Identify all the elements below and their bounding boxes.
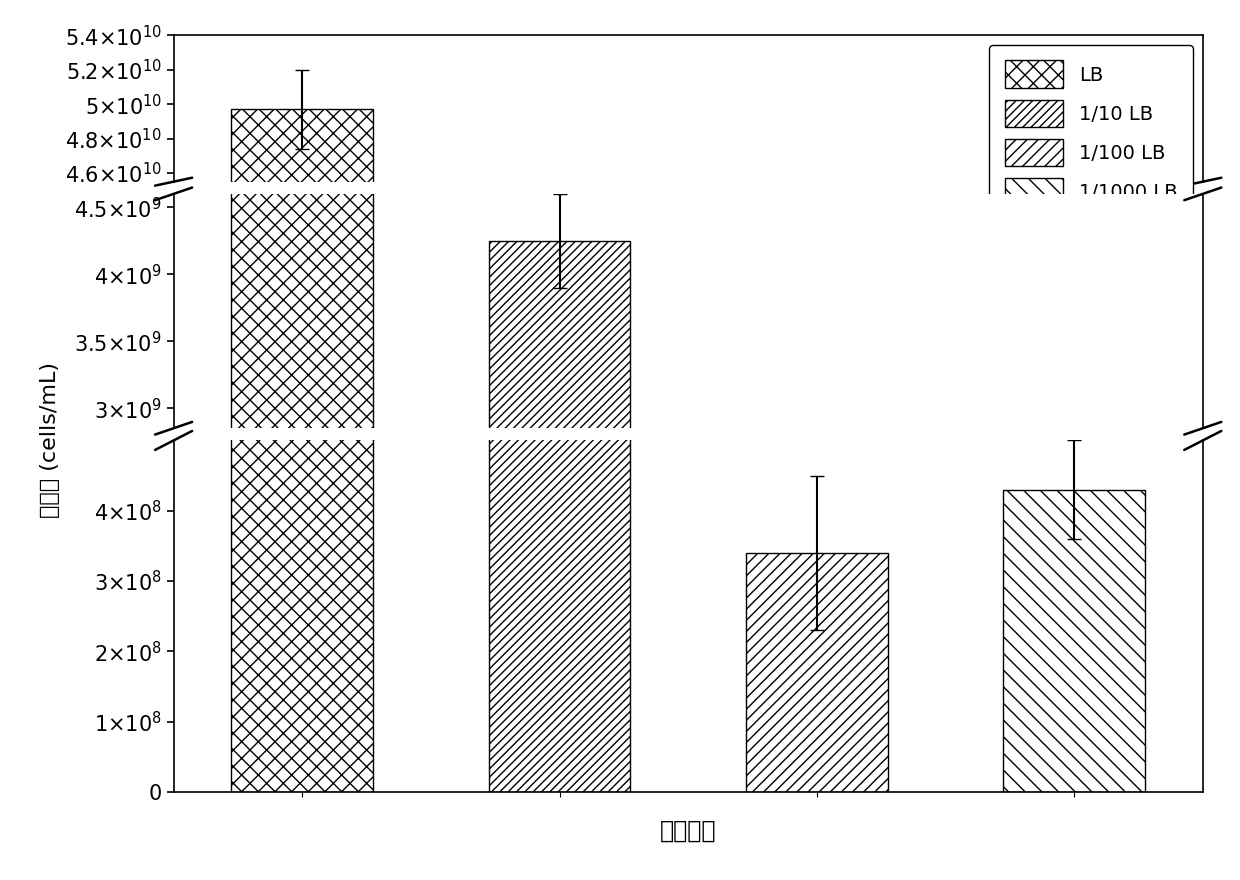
Legend: LB, 1/10 LB, 1/100 LB, 1/1000 LB: LB, 1/10 LB, 1/100 LB, 1/1000 LB	[990, 45, 1193, 221]
X-axis label: 不同处理: 不同处理	[660, 818, 717, 842]
Bar	[232, 0, 373, 792]
Bar	[1003, 489, 1145, 792]
Bar	[746, 765, 888, 810]
Bar	[1003, 752, 1145, 810]
Bar	[232, 109, 373, 880]
Bar	[489, 0, 630, 792]
Text: 生物量 (cells/mL): 生物量 (cells/mL)	[40, 362, 60, 518]
Bar	[746, 553, 888, 792]
Bar	[489, 241, 630, 810]
Bar	[232, 0, 373, 810]
